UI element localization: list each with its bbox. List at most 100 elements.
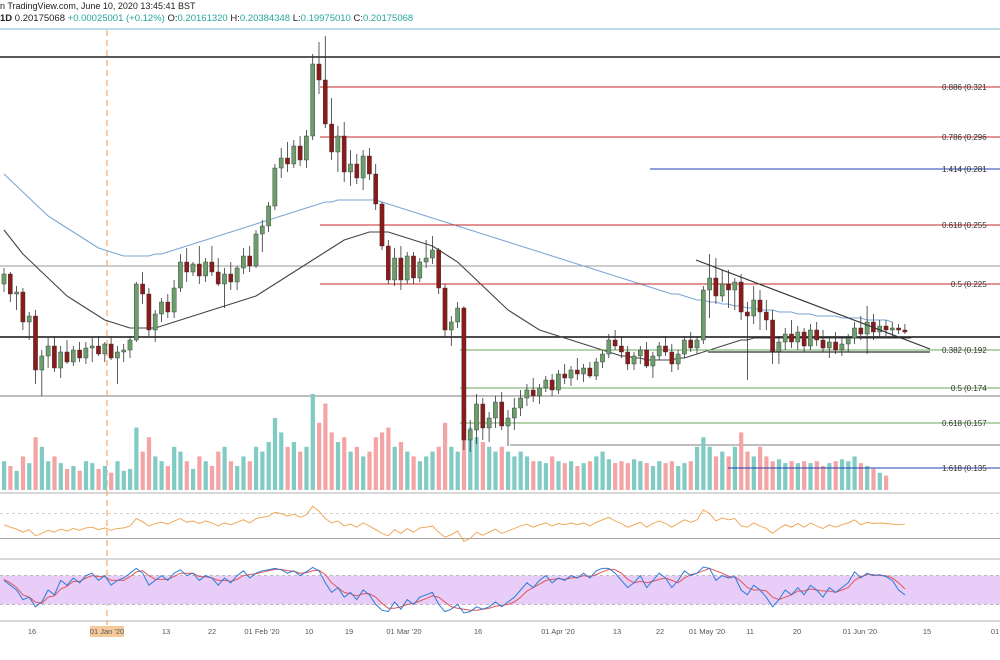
candle-body	[133, 283, 139, 341]
ma200-line	[3, 173, 893, 323]
candle-body	[386, 245, 391, 281]
x-tick-label: 19	[345, 627, 353, 636]
fib-label: 0.618	[942, 221, 963, 230]
candle-body	[102, 343, 108, 355]
candle-body	[493, 401, 498, 419]
volume-bar	[361, 456, 366, 490]
candle-body	[215, 271, 221, 285]
volume-bar	[776, 459, 782, 490]
stoch-k-line	[3, 566, 906, 614]
fib-label: 0.618	[942, 419, 963, 428]
volume-bar	[821, 466, 826, 490]
volume-bar	[241, 456, 246, 490]
volume-bar	[20, 456, 26, 490]
candle-body	[121, 349, 126, 353]
volume-bar	[455, 451, 460, 490]
time-axis: 16 01 Jan '20 13 22 01 Feb '20 10 19 01 Mar '20…	[28, 626, 999, 637]
volume-bar	[77, 470, 82, 490]
x-tick-label: 15	[923, 627, 931, 636]
candle-body	[543, 379, 549, 389]
volume-bar	[543, 463, 548, 490]
candle-body	[789, 333, 794, 343]
candle-body	[518, 397, 523, 409]
candle-body	[152, 313, 158, 331]
candle-body	[310, 63, 316, 137]
candle-body	[512, 407, 517, 419]
candle-body	[852, 327, 857, 339]
candle-body	[631, 355, 637, 365]
candle-body	[808, 329, 813, 347]
candle-body	[39, 355, 45, 371]
candle-body	[638, 349, 643, 357]
volume-bar	[852, 456, 857, 490]
x-tick-label: 22	[656, 627, 664, 636]
candle-body	[656, 345, 662, 357]
candle-body	[272, 167, 278, 207]
volume-bar	[625, 463, 630, 490]
candle-body	[329, 123, 334, 153]
volume-bar	[128, 468, 133, 490]
candle-body	[606, 339, 612, 355]
candle-body	[770, 319, 775, 353]
volume-bar	[808, 463, 813, 490]
volume-bar	[713, 456, 719, 490]
ohlc-high-value: 0.20384348	[239, 13, 291, 24]
volume-bar	[134, 427, 139, 490]
x-tick-label: 01 Feb '20	[244, 627, 279, 636]
candle-body	[423, 257, 429, 263]
volume-bar	[657, 461, 662, 490]
candle-body	[827, 341, 832, 349]
candle-body	[417, 261, 423, 279]
volume-bar	[39, 446, 44, 490]
volume-bar	[676, 466, 681, 490]
volume-bar	[827, 463, 832, 490]
candle-body	[782, 333, 788, 343]
candle-body	[367, 155, 372, 175]
fib-label: 0.886	[942, 83, 963, 92]
candle-body	[801, 331, 807, 347]
candle-body	[115, 351, 120, 359]
candle-body	[530, 389, 536, 397]
fib-label: 0.5	[951, 384, 963, 393]
volume-bar	[468, 427, 473, 490]
source-line: n TradingView.com, June 10, 2020 13:45:4…	[0, 1, 196, 11]
candle-body	[669, 351, 675, 365]
volume-bar	[279, 432, 284, 490]
volume-bar	[342, 437, 347, 490]
candle-body	[146, 293, 152, 331]
volume-bar	[650, 466, 656, 490]
volume-bar	[272, 418, 278, 490]
candle-body	[196, 263, 202, 277]
fib-label: 0.5	[951, 280, 963, 289]
volume-bar	[260, 451, 265, 490]
x-tick-label: 01 Mar '20	[386, 627, 421, 636]
candle-body	[203, 261, 208, 277]
fib-label: 1.618	[942, 464, 963, 473]
volume-bar	[644, 463, 649, 490]
candle-body	[688, 339, 693, 349]
candle-body	[675, 353, 681, 365]
volume-bar	[833, 461, 838, 490]
fib-label: 1.414	[942, 165, 963, 174]
volume-bar	[153, 456, 158, 490]
volume-bar	[424, 456, 429, 490]
candle-body	[757, 299, 763, 313]
x-tick-label: 01 Apr '20	[541, 627, 575, 636]
x-tick-label: 22	[208, 627, 216, 636]
candle-body	[505, 417, 511, 427]
volume-bar	[550, 456, 555, 490]
candle-body	[486, 417, 492, 429]
candle-body	[89, 345, 95, 349]
candle-body	[776, 341, 782, 353]
chart-header: n TradingView.com, June 10, 2020 13:45:4…	[0, 0, 1000, 26]
candle-body	[556, 373, 561, 391]
volume-bar	[146, 437, 152, 490]
price-change: +0.00025001 (+0.12%)	[67, 13, 165, 24]
candle-body	[165, 301, 171, 313]
volume-bar	[764, 456, 769, 490]
volume-bar	[594, 456, 599, 490]
volume-bar	[310, 394, 315, 490]
candle-body	[77, 349, 82, 359]
volume-bar	[884, 475, 889, 490]
